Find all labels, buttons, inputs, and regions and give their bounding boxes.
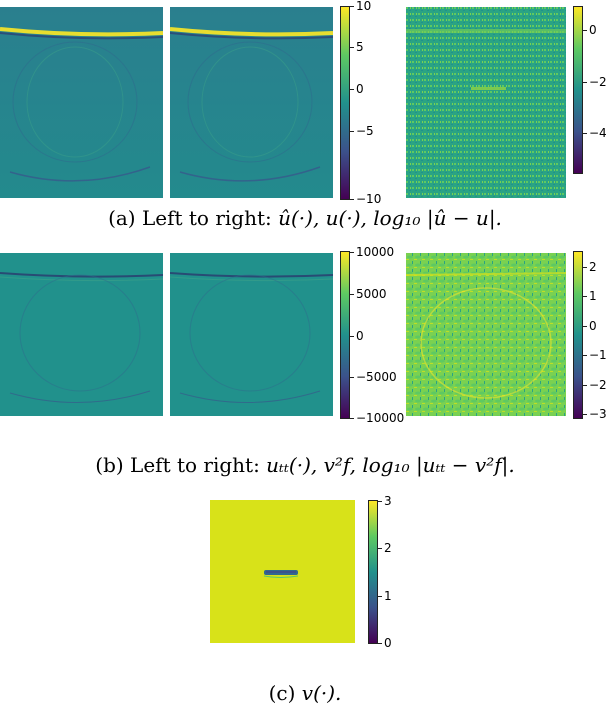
panel-a-log-error (406, 7, 566, 198)
tick-label: 2 (384, 541, 392, 555)
tick-label: −2 (589, 75, 607, 89)
tick-label: −5000 (356, 370, 397, 384)
panel-a-u-hat (0, 7, 163, 198)
tick-label: 0 (356, 329, 364, 343)
tick-label: 0 (589, 319, 597, 333)
tick-label: 5 (356, 40, 364, 54)
tick-label: 0 (356, 82, 364, 96)
tick-label: 0 (589, 23, 597, 37)
tick-label: 2 (589, 260, 597, 274)
tick-label: 1 (384, 589, 392, 603)
panel-b-v2f (170, 253, 333, 416)
caption-c-math: v(·). (301, 681, 342, 705)
tick-label: 0 (384, 636, 392, 650)
tick-label: 10000 (356, 245, 395, 259)
caption-a: (a) Left to right: û(·), u(·), log₁₀ |û … (0, 206, 610, 230)
colorbar-a-right (573, 6, 583, 174)
tick-label: −5 (356, 124, 374, 138)
caption-b-math: uₜₜ(·), v²f, log₁₀ |uₜₜ − v²f|. (266, 453, 515, 477)
panel-a-u (170, 7, 333, 198)
panel-b-log-error (406, 253, 566, 416)
tick-label: −3 (589, 407, 607, 421)
colorbar-b-right (573, 251, 583, 419)
tick-label: 5000 (356, 287, 387, 301)
caption-a-math: û(·), u(·), log₁₀ |û − u|. (278, 206, 502, 230)
panel-b-u-tt (0, 253, 163, 416)
tick-label: −10000 (356, 411, 405, 425)
caption-b-prefix: (b) Left to right: (95, 453, 267, 477)
caption-a-prefix: (a) Left to right: (108, 206, 279, 230)
tick-label: 1 (589, 289, 597, 303)
colorbar-a-left (340, 6, 350, 200)
caption-c-prefix: (c) (268, 681, 302, 705)
tick-label: −4 (589, 126, 607, 140)
panel-c-velocity (210, 500, 355, 643)
caption-c: (c) v(·). (0, 681, 610, 705)
tick-label: −1 (589, 348, 607, 362)
caption-b: (b) Left to right: uₜₜ(·), v²f, log₁₀ |u… (0, 453, 610, 477)
tick-label: −2 (589, 378, 607, 392)
tick-label: 10 (356, 0, 372, 13)
colorbar-c (368, 500, 378, 644)
colorbar-b-left (340, 251, 350, 419)
tick-label: 3 (384, 494, 392, 508)
tick-label: −10 (356, 192, 382, 206)
